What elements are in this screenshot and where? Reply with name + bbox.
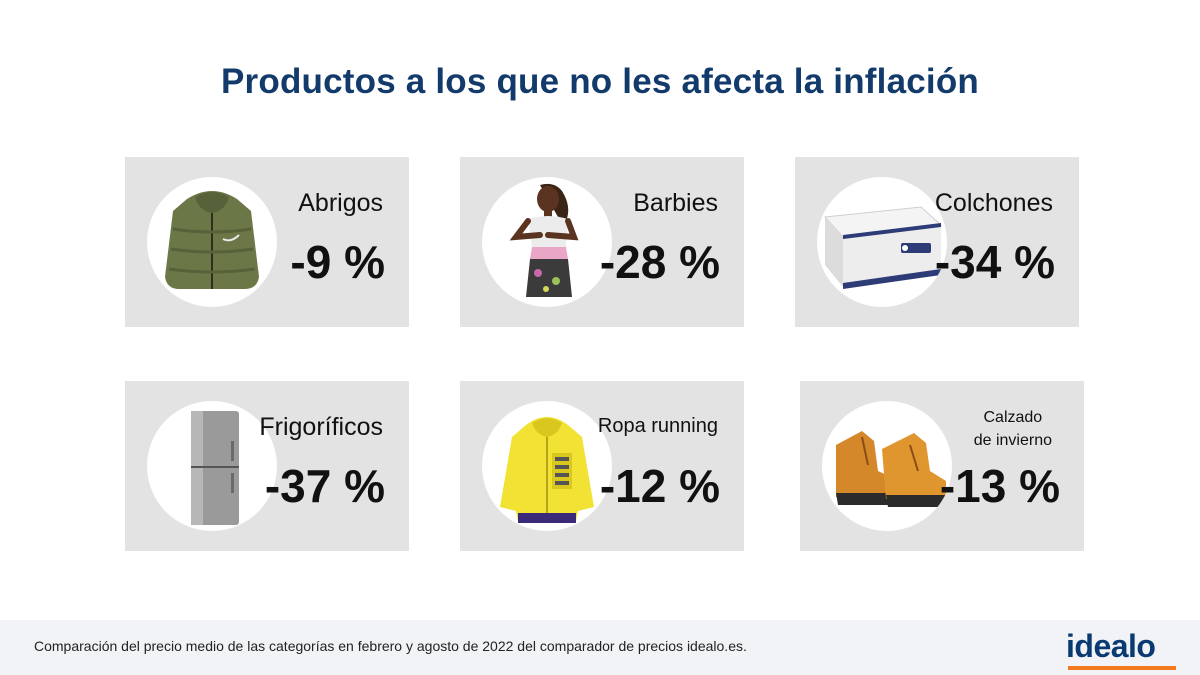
category-label: Frigoríficos bbox=[259, 413, 383, 441]
price-change: -37 % bbox=[264, 460, 385, 512]
boots-icon bbox=[822, 401, 952, 531]
doll-icon bbox=[482, 177, 612, 307]
fridge-icon bbox=[147, 401, 277, 531]
price-change: -28 % bbox=[599, 236, 720, 288]
category-label: Colchones bbox=[934, 189, 1053, 217]
idealo-logo: idealo bbox=[1066, 628, 1178, 670]
footer: Comparación del precio medio de las cate… bbox=[0, 620, 1200, 675]
running-jacket-icon bbox=[482, 401, 612, 531]
category-label: Calzado de invierno bbox=[974, 406, 1052, 452]
price-change: -12 % bbox=[599, 460, 720, 512]
page-title: Productos a los que no les afecta la inf… bbox=[221, 62, 979, 101]
category-label: Ropa running bbox=[597, 415, 718, 437]
category-label-line2: de invierno bbox=[973, 432, 1052, 449]
product-card-ropa-running: Ropa running -12 % bbox=[460, 381, 744, 551]
price-change: -13 % bbox=[939, 460, 1060, 512]
logo-text: idealo bbox=[1066, 628, 1156, 664]
product-card-barbies: Barbies -28 % bbox=[460, 157, 744, 327]
product-card-calzado-invierno: Calzado de invierno -13 % bbox=[800, 381, 1084, 551]
product-card-colchones: Colchones -34 % bbox=[795, 157, 1079, 327]
price-change: -9 % bbox=[290, 236, 385, 288]
footnote: Comparación del precio medio de las cate… bbox=[34, 638, 747, 654]
category-label: Abrigos bbox=[298, 189, 383, 217]
price-change: -34 % bbox=[934, 236, 1055, 288]
logo-underline bbox=[1068, 666, 1176, 670]
mattress-icon bbox=[817, 177, 947, 307]
category-label-line1: Calzado bbox=[983, 409, 1043, 426]
product-card-abrigos: Abrigos -9 % bbox=[125, 157, 409, 327]
jacket-icon bbox=[147, 177, 277, 307]
product-card-frigorificos: Frigoríficos -37 % bbox=[125, 381, 409, 551]
category-label: Barbies bbox=[633, 189, 718, 217]
